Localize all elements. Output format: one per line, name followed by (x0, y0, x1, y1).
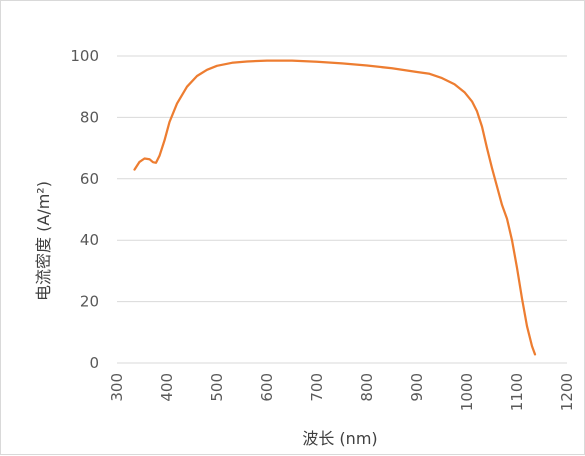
x-tick-label: 900 (408, 373, 426, 402)
x-tick-label: 800 (358, 373, 376, 402)
series-line-0 (133, 59, 537, 356)
y-tick-label: 40 (80, 231, 99, 249)
x-tick-label: 1100 (508, 373, 526, 411)
series-layer (133, 59, 537, 356)
x-tick-label: 1200 (558, 373, 576, 411)
y-tick-label: 0 (89, 354, 99, 372)
x-tick-label: 600 (258, 373, 276, 402)
y-tick-label: 100 (70, 47, 99, 65)
y-tick-label: 80 (80, 108, 99, 126)
x-tick-label: 500 (208, 373, 226, 402)
x-tick-label: 400 (158, 373, 176, 402)
x-tick-label: 700 (308, 373, 326, 402)
y-axis-title: 电流密度 (A/m²) (34, 181, 53, 301)
tick-labels: 0 20 40 60 80 100 300 400 500 600 700 800 900 1000 110… (70, 47, 576, 411)
y-tick-label: 60 (80, 170, 99, 188)
y-tick-label: 20 (80, 293, 99, 311)
x-tick-label: 300 (108, 373, 126, 402)
gridlines (117, 55, 567, 364)
x-tick-label: 1000 (458, 373, 476, 411)
x-axis-title: 波长 (nm) (302, 429, 377, 448)
